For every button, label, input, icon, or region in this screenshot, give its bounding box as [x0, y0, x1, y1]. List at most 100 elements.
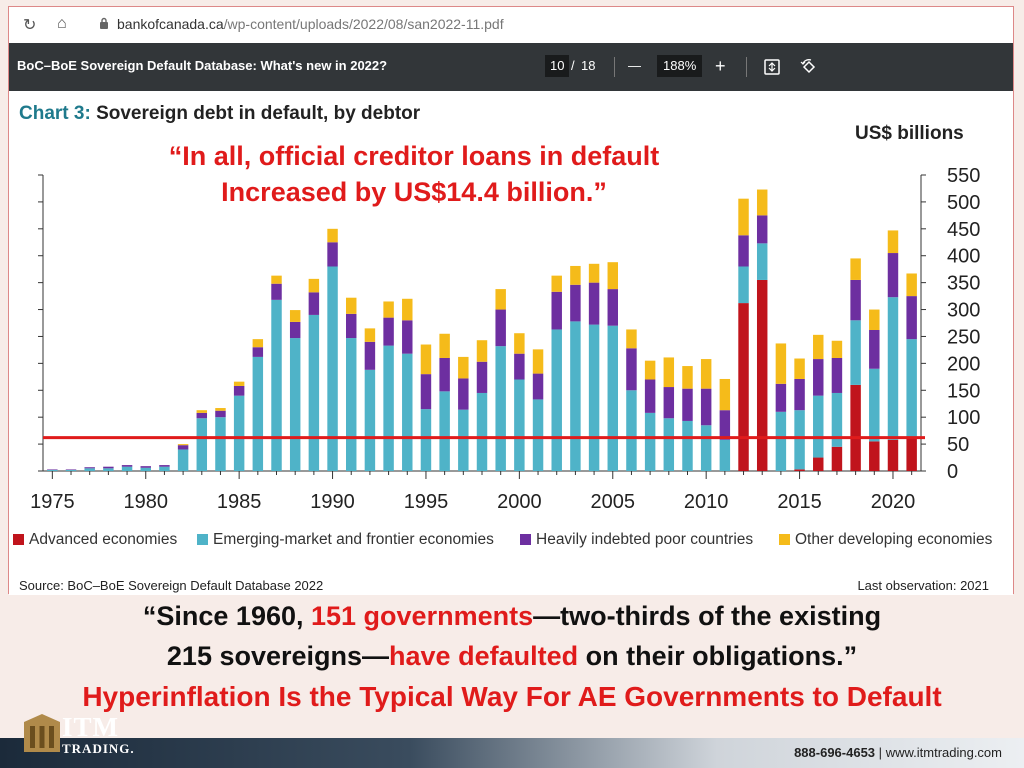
- bar-hipc-segment: [420, 374, 432, 410]
- page-separator: /: [571, 58, 575, 73]
- url-text[interactable]: bankofcanada.ca/wp-content/uploads/2022/…: [117, 16, 504, 32]
- bar-other-segment: [271, 275, 282, 284]
- y-tick-label: 500: [947, 192, 980, 214]
- quote-highlight: have defaulted: [389, 641, 579, 671]
- phone-number[interactable]: 888-696-4653: [794, 745, 876, 760]
- itm-logo-icon: [24, 714, 60, 752]
- y-tick-label: 150: [947, 380, 980, 402]
- lock-icon: [100, 17, 108, 29]
- footer-bar: [0, 738, 1024, 768]
- bar-emerging-segment: [140, 467, 151, 471]
- bar-emerging-segment: [551, 329, 562, 471]
- bar-emerging-segment: [196, 418, 208, 471]
- bar-emerging-segment: [346, 338, 357, 471]
- bar-emerging-segment: [514, 379, 525, 471]
- bar-hipc-segment: [626, 348, 637, 391]
- bar-hipc-segment: [327, 242, 338, 267]
- logo-main: ITM: [62, 712, 119, 742]
- zoom-out-button[interactable]: —: [628, 58, 641, 73]
- bar-emerging-segment: [644, 412, 656, 471]
- bar-emerging-segment: [869, 368, 880, 442]
- bar-emerging-segment: [532, 399, 544, 471]
- bar-other-segment: [551, 275, 562, 292]
- bar-hipc-segment: [794, 378, 805, 411]
- bar-hipc-segment: [719, 410, 731, 440]
- bar-other-segment: [402, 298, 413, 321]
- legend-label: Other developing economies: [795, 531, 993, 548]
- bar-other-segment: [177, 444, 189, 446]
- x-tick-label: 1995: [404, 491, 449, 513]
- bar-emerging-segment: [850, 320, 861, 385]
- bar-other-segment: [719, 378, 731, 411]
- bar-hipc-segment: [215, 410, 226, 418]
- bar-emerging-segment: [252, 356, 264, 471]
- zoom-in-button[interactable]: +: [715, 56, 726, 76]
- y-tick-label: 250: [947, 326, 980, 348]
- bar-hipc-segment: [850, 279, 861, 321]
- bar-other-segment: [813, 334, 824, 360]
- bar-emerging-segment: [607, 325, 618, 471]
- bar-other-segment: [831, 340, 843, 358]
- y-tick-label: 450: [947, 219, 980, 241]
- bar-other-segment: [196, 410, 208, 413]
- bar-hipc-segment: [308, 292, 320, 315]
- bar-emerging-segment: [719, 439, 731, 471]
- rotate-icon[interactable]: [799, 57, 819, 77]
- legend-item-hipc: Heavily indebted poor countries: [520, 531, 753, 549]
- overlay-quote: “In all, official creditor loans in defa…: [69, 138, 759, 210]
- url-path: /wp-content/uploads/2022/08/san2022-11.p…: [223, 16, 504, 32]
- bar-hipc-segment: [439, 357, 450, 392]
- bar-hipc-segment: [140, 466, 151, 468]
- zoom-level[interactable]: 188%: [657, 55, 703, 77]
- bar-emerging-segment: [271, 299, 282, 471]
- bar-emerging-segment: [327, 266, 338, 471]
- y-tick-label: 200: [947, 353, 980, 375]
- reload-icon[interactable]: ↻: [23, 17, 37, 34]
- legend-swatch: [197, 534, 208, 545]
- legend-swatch: [13, 534, 24, 545]
- chart-source: Source: BoC–BoE Sovereign Default Databa…: [19, 578, 324, 593]
- bar-hipc-segment: [495, 309, 506, 347]
- bar-hipc-segment: [103, 466, 114, 469]
- quote-part: “Since 1960,: [142, 601, 311, 631]
- bar-hipc-segment: [196, 412, 208, 419]
- bar-advanced-segment: [906, 438, 917, 471]
- legend-label: Heavily indebted poor countries: [536, 531, 754, 548]
- y-tick-label: 550: [947, 165, 980, 187]
- address-bar: ↻ ⌂ bankofcanada.ca/wp-content/uploads/2…: [9, 7, 1013, 44]
- bar-hipc-segment: [663, 387, 675, 419]
- bar-emerging-segment: [794, 410, 805, 470]
- bar-other-segment: [233, 381, 245, 386]
- bar-emerging-segment: [177, 449, 189, 471]
- bar-hipc-segment: [84, 467, 95, 469]
- legend-swatch: [520, 534, 531, 545]
- page-number-input[interactable]: 10: [545, 55, 570, 77]
- bar-emerging-segment: [458, 409, 469, 471]
- pdf-title: BoC–BoE Sovereign Default Database: What…: [17, 58, 388, 73]
- x-tick-label: 2015: [777, 491, 822, 513]
- bar-emerging-segment: [420, 409, 432, 471]
- bar-emerging-segment: [570, 321, 581, 471]
- overlay-quote-line1: “In all, official creditor loans in defa…: [168, 141, 660, 171]
- bar-other-segment: [458, 356, 469, 379]
- quote-part: on their obligations.”: [578, 641, 858, 671]
- bar-emerging-segment: [663, 418, 675, 471]
- bar-emerging-segment: [700, 425, 712, 471]
- pdf-page: Chart 3: Sovereign debt in default, by d…: [9, 91, 1013, 595]
- legend-swatch: [779, 534, 790, 545]
- bar-emerging-segment: [775, 411, 787, 471]
- bar-other-segment: [756, 189, 768, 216]
- bar-advanced-segment: [831, 446, 843, 471]
- bar-hipc-segment: [570, 284, 581, 322]
- bar-emerging-segment: [84, 468, 95, 471]
- bar-emerging-segment: [495, 346, 506, 471]
- fit-page-icon[interactable]: [763, 58, 781, 76]
- bar-emerging-segment: [906, 339, 917, 439]
- x-tick-label: 1990: [310, 491, 355, 513]
- bar-emerging-segment: [682, 420, 693, 471]
- home-icon[interactable]: ⌂: [57, 15, 67, 32]
- bar-other-segment: [570, 265, 581, 285]
- bar-hipc-segment: [644, 379, 656, 413]
- bar-hipc-segment: [364, 341, 376, 370]
- website-link[interactable]: www.itmtrading.com: [885, 745, 1002, 760]
